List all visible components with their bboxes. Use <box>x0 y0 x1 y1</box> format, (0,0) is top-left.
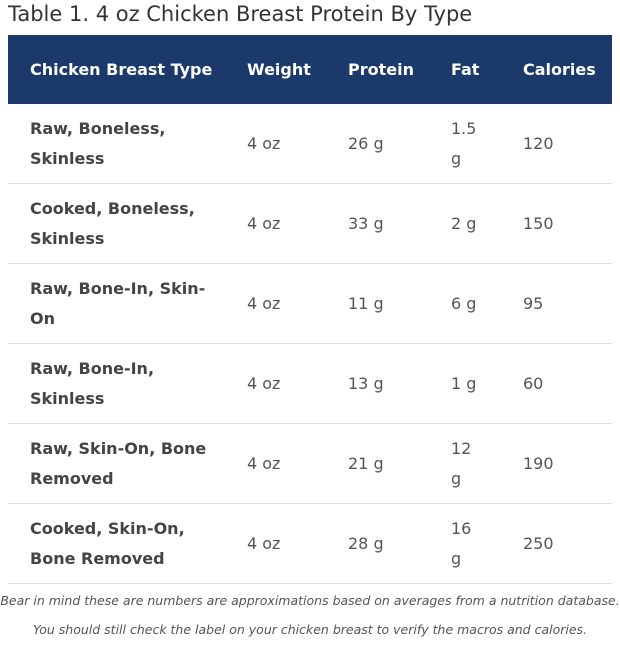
footnote: You should still check the label on your… <box>32 622 588 637</box>
table-cell: 11 g <box>348 293 384 313</box>
table-cell: 12 g <box>451 438 472 488</box>
table-cell: Raw, Bone-In, Skinless <box>30 358 155 408</box>
table-cell: 2 g <box>451 213 477 233</box>
table-cell: 16 g <box>451 518 472 568</box>
table-cell: 4 oz <box>247 533 281 553</box>
table-cell: 4 oz <box>247 293 281 313</box>
table-cell: Raw, Skin-On, Bone Removed <box>30 438 207 488</box>
table-row: Raw, Skin-On, Bone Removed 4 oz 21 g 12 g 19… <box>8 424 612 504</box>
table-row: Raw, Bone-In, Skinless 4 oz 13 g 1 g 60 <box>8 344 612 424</box>
table-title: Table 1. 4 oz Chicken Breast Protein By … <box>8 2 473 26</box>
table-cell: 4 oz <box>247 373 281 393</box>
table-cell: 150 <box>523 213 554 233</box>
table-cell: 120 <box>523 133 554 153</box>
table-cell: 1 g <box>451 373 477 393</box>
table-cell: 190 <box>523 453 554 473</box>
table-cell: 26 g <box>348 133 384 153</box>
header-cell: Fat <box>451 59 480 79</box>
header-cell: Protein <box>348 59 414 79</box>
table-cell: 4 oz <box>247 213 281 233</box>
table-header: Chicken Breast Type Weight Protein Fat Calor… <box>8 35 612 104</box>
table-cell: 250 <box>523 533 554 553</box>
table-cell: 6 g <box>451 293 477 313</box>
table-cell: 60 <box>523 373 544 393</box>
header-cell: Weight <box>247 59 311 79</box>
table-cell: Cooked, Boneless, Skinless <box>30 198 195 248</box>
table-cell: 28 g <box>348 533 384 553</box>
header-cell: Calories <box>523 59 596 79</box>
table-cell: 1.5 g <box>451 118 477 168</box>
header-cell: Chicken Breast Type <box>30 59 213 79</box>
table-row: Cooked, Boneless, Skinless 4 oz 33 g 2 g 150 <box>8 184 612 264</box>
table-row: Raw, Boneless, Skinless 4 oz 26 g 1.5 g 120 <box>8 104 612 184</box>
table-cell: 95 <box>523 293 544 313</box>
table-row: Raw, Bone-In, Skin-On 4 oz 11 g 6 g 95 <box>8 264 612 344</box>
table-cell: 33 g <box>348 213 384 233</box>
table-cell: 13 g <box>348 373 384 393</box>
table-row: Cooked, Skin-On, Bone Removed 4 oz 28 g 16 … <box>8 504 612 584</box>
footnote: Bear in mind these are numbers are appro… <box>0 593 620 608</box>
table-cell: 4 oz <box>247 133 281 153</box>
table-cell: 4 oz <box>247 453 281 473</box>
table-cell: Cooked, Skin-On, Bone Removed <box>30 518 185 568</box>
table-cell: Raw, Boneless, Skinless <box>30 118 166 168</box>
table-cell: Raw, Bone-In, Skin-On <box>30 278 206 328</box>
table-cell: 21 g <box>348 453 384 473</box>
